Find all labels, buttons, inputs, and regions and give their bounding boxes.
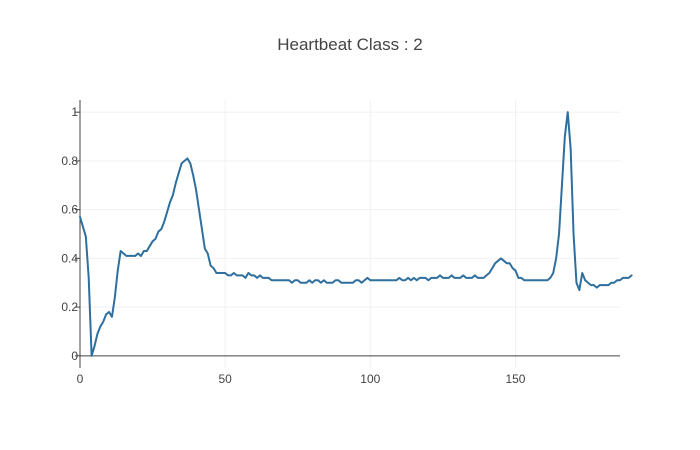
x-tick-label: 100: [360, 372, 380, 386]
y-tick-labels: 0 0.2 0.4 0.6 0.8 1: [61, 105, 78, 363]
axes: [75, 100, 620, 368]
x-tick-label: 50: [218, 372, 232, 386]
grid: [80, 100, 620, 368]
chart-title: Heartbeat Class : 2: [277, 35, 423, 54]
y-tick-label: 0: [71, 349, 78, 363]
series-line: [79, 111, 633, 357]
x-tick-label: 150: [505, 372, 525, 386]
x-tick-label: 0: [77, 372, 84, 386]
y-tick-label: 0.4: [61, 251, 78, 265]
y-tick-label: 0.6: [61, 203, 78, 217]
y-tick-label: 0.2: [61, 300, 78, 314]
x-tick-labels: 0 50 100 150: [77, 372, 526, 386]
y-tick-label: 1: [71, 105, 78, 119]
series-layer: [79, 111, 633, 357]
y-tick-label: 0.8: [61, 154, 78, 168]
